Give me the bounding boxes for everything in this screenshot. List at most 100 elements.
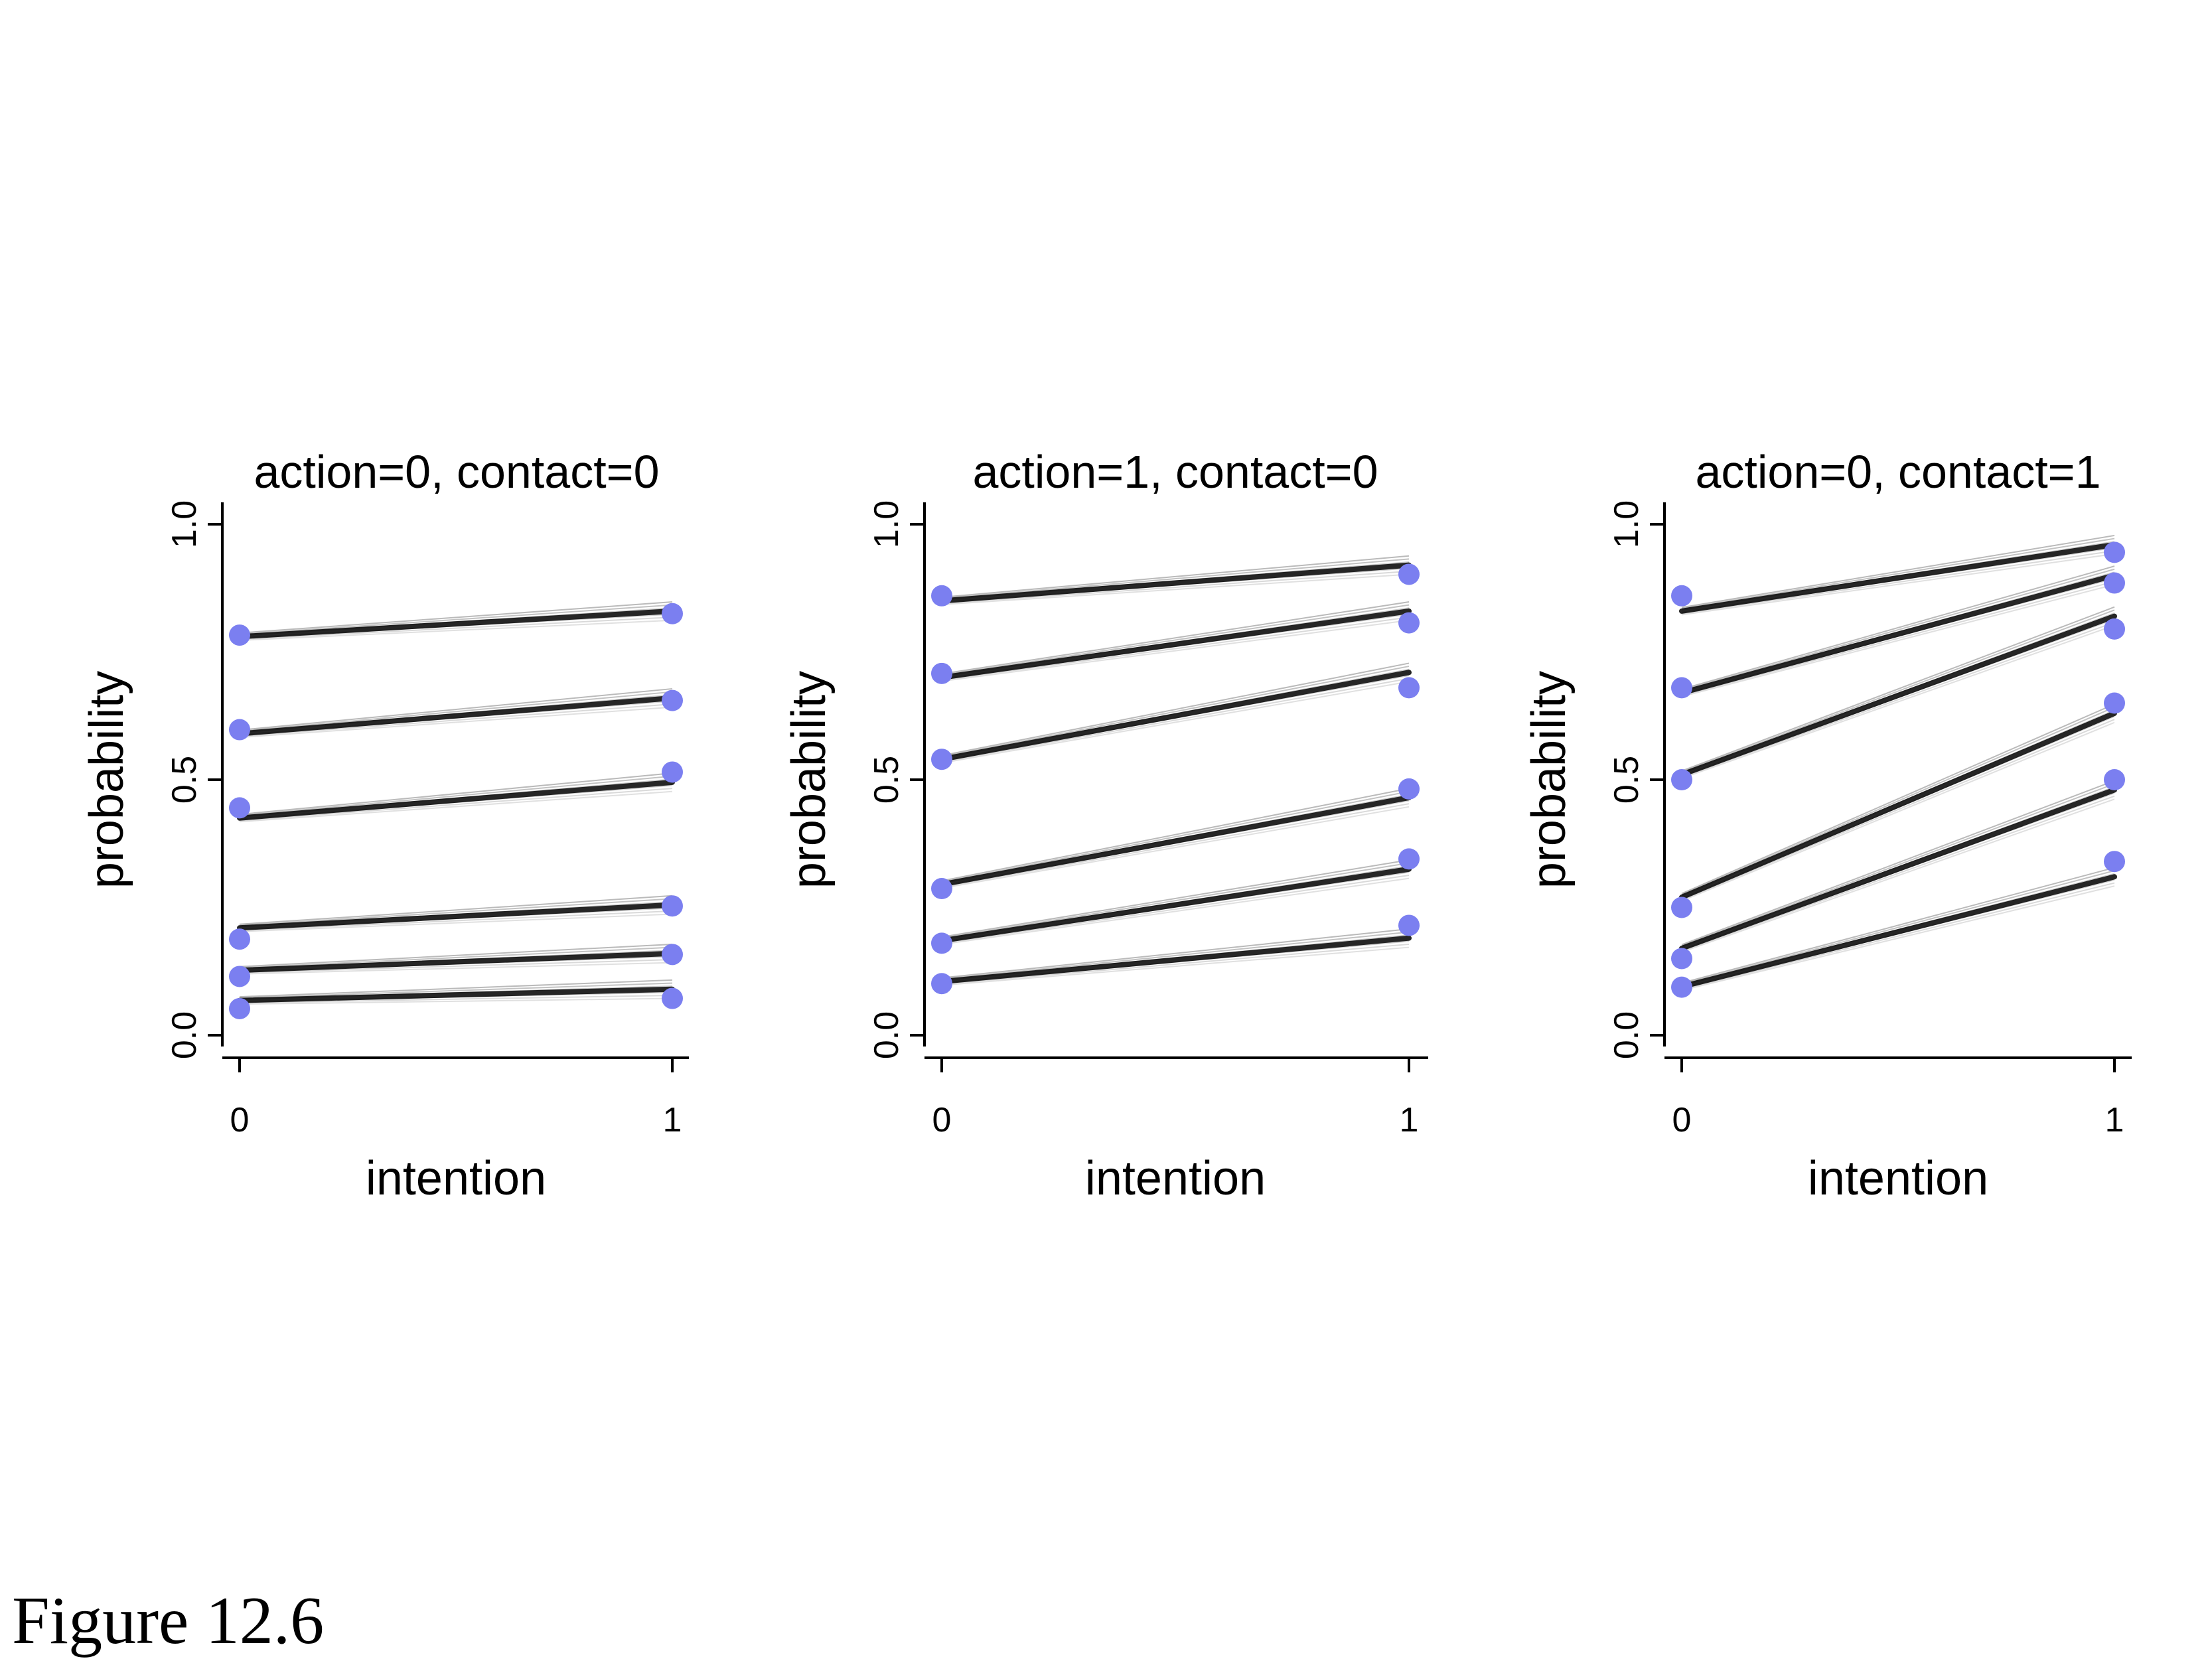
mean-line xyxy=(939,935,1412,985)
mean-line xyxy=(1679,613,2117,778)
posterior-sample-line xyxy=(941,931,1410,980)
posterior-sample-line xyxy=(941,604,1410,676)
observed-point xyxy=(931,749,952,770)
posterior-sample-line xyxy=(1681,534,2115,609)
posterior-sample-line xyxy=(941,875,1410,944)
panel-title: action=1, contact=0 xyxy=(973,446,1378,498)
mean-line xyxy=(237,779,675,821)
posterior-sample-line xyxy=(941,558,1410,599)
observed-point xyxy=(1671,976,1692,998)
x-tick-label: 1 xyxy=(663,1101,682,1139)
observed-point xyxy=(1671,769,1692,790)
mean-line xyxy=(1679,787,2117,952)
y-tick-label: 0.0 xyxy=(867,1011,906,1059)
posterior-sample-line xyxy=(1681,565,2115,690)
mean-line xyxy=(939,608,1412,680)
observed-point xyxy=(229,719,250,741)
panel-title: action=0, contact=0 xyxy=(254,446,660,498)
posterior-sample-line xyxy=(1681,621,2115,778)
y-axis-label: probability xyxy=(782,671,836,889)
observed-point xyxy=(229,928,250,950)
cumulative-line-6 xyxy=(939,555,1412,606)
posterior-sample-line xyxy=(239,604,673,635)
posterior-sample-line xyxy=(239,910,673,931)
mean-line xyxy=(237,695,675,737)
posterior-sample-line xyxy=(239,997,673,1005)
observed-point xyxy=(1398,848,1420,870)
posterior-sample-line xyxy=(1681,795,2115,952)
panel-3: action=0, contact=1 0.0 0.5 1.0 probability 0… xyxy=(1522,446,2132,1205)
observed-point xyxy=(2104,541,2125,563)
posterior-sample-line xyxy=(1681,606,2115,772)
y-axis-label: probability xyxy=(1522,671,1576,889)
posterior-sample-line xyxy=(1681,538,2115,610)
cumulative-line-6 xyxy=(1679,534,2117,616)
x-axis-label: intention xyxy=(366,1152,546,1205)
posterior-sample-line xyxy=(941,573,1410,606)
posterior-sample-line xyxy=(941,803,1410,888)
posterior-sample-line xyxy=(941,616,1410,681)
posterior-sample-line xyxy=(239,616,673,640)
panel-1: action=0, contact=0 0.0 0.5 1.0 probability 0… xyxy=(80,446,689,1205)
cumulative-line-4 xyxy=(939,662,1412,764)
cumulative-line-1 xyxy=(237,979,675,1005)
observed-point xyxy=(1671,948,1692,970)
posterior-sample-line xyxy=(1681,882,2115,990)
y-tick-label: 1.0 xyxy=(1607,500,1646,548)
observed-point xyxy=(931,662,952,684)
posterior-sample-line xyxy=(239,979,673,998)
y-tick-label: 0.5 xyxy=(1607,756,1646,804)
mean-line xyxy=(939,670,1412,762)
cumulative-line-2 xyxy=(1679,780,2117,953)
mean-line xyxy=(237,986,675,1003)
y-tick-label: 1.0 xyxy=(165,500,204,548)
posterior-sample-line xyxy=(239,687,673,731)
panel-2: action=1, contact=0 0.0 0.5 1.0 probability 0… xyxy=(782,446,1428,1205)
x-tick-label: 1 xyxy=(1400,1101,1419,1139)
panels: action=0, contact=0 0.0 0.5 1.0 probability 0… xyxy=(80,446,2132,1205)
mean-line xyxy=(939,562,1412,604)
posterior-sample-line xyxy=(1681,609,2115,773)
y-tick-label: 1.0 xyxy=(867,500,906,548)
observed-point xyxy=(931,932,952,954)
y-tick-label: 0.0 xyxy=(1607,1011,1646,1059)
posterior-sample-line xyxy=(1681,885,2115,991)
observed-point xyxy=(662,987,683,1009)
posterior-sample-line xyxy=(941,790,1410,883)
posterior-sample-line xyxy=(941,928,1410,979)
posterior-sample-line xyxy=(239,962,673,975)
posterior-sample-line xyxy=(941,681,1410,764)
posterior-sample-line xyxy=(1681,719,2115,901)
observed-point xyxy=(1398,612,1420,634)
observed-point xyxy=(1398,563,1420,585)
mean-line xyxy=(237,902,675,931)
posterior-sample-line xyxy=(941,859,1410,938)
observed-point xyxy=(2104,618,2125,640)
observed-point xyxy=(1398,778,1420,800)
posterior-sample-line xyxy=(1681,780,2115,946)
x-tick-label: 0 xyxy=(230,1101,250,1139)
posterior-sample-line xyxy=(1681,624,2115,779)
observed-point xyxy=(1671,585,1692,607)
observed-point xyxy=(662,761,683,783)
cumulative-line-2 xyxy=(939,859,1412,946)
cumulative-line-3 xyxy=(237,895,675,932)
posterior-sample-line xyxy=(941,666,1410,758)
cumulative-line-3 xyxy=(1679,703,2117,902)
observed-point xyxy=(1671,677,1692,699)
posterior-sample-line xyxy=(1681,550,2115,614)
cumulative-line-4 xyxy=(237,772,675,823)
posterior-sample-line xyxy=(239,946,673,969)
posterior-sample-line xyxy=(1681,583,2115,697)
observed-point xyxy=(1398,914,1420,936)
observed-point xyxy=(662,603,683,624)
observed-point xyxy=(2104,769,2125,790)
mean-line xyxy=(237,608,675,640)
cumulative-line-1 xyxy=(1679,867,2117,991)
posterior-sample-line xyxy=(239,982,673,999)
observed-point xyxy=(931,585,952,607)
observed-point xyxy=(2104,692,2125,714)
posterior-sample-line xyxy=(239,913,673,932)
mean-line xyxy=(1679,541,2117,614)
posterior-sample-line xyxy=(239,772,673,816)
